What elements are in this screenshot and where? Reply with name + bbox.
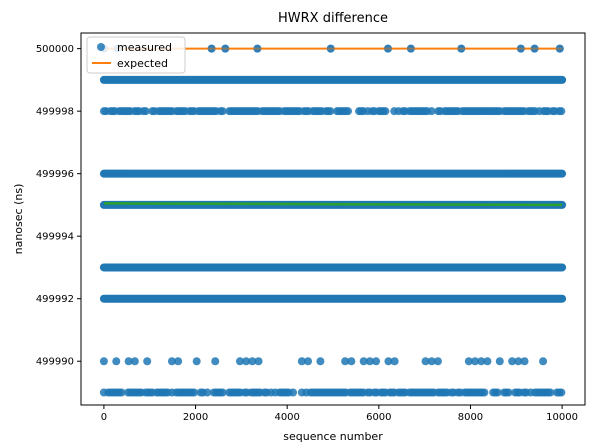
scatter-point — [495, 357, 504, 366]
scatter-point — [464, 357, 473, 366]
x-tick-label: 10000 — [546, 412, 578, 423]
scatter-point — [539, 357, 548, 366]
scatter-point — [427, 357, 436, 366]
scatter-band — [99, 388, 566, 397]
scatter-point — [141, 107, 150, 116]
scatter-band — [99, 357, 548, 366]
scatter-point — [406, 44, 415, 53]
scatter-point — [218, 388, 227, 397]
scatter-point — [359, 357, 368, 366]
legend-marker-measured — [97, 43, 105, 51]
scatter-point — [316, 357, 325, 366]
scatter-point — [99, 357, 108, 366]
scatter-point — [203, 388, 212, 397]
scatter-point — [520, 357, 529, 366]
x-tick-label: 2000 — [183, 412, 208, 423]
scatter-point — [304, 357, 313, 366]
scatter-point — [341, 357, 350, 366]
plot-frame — [80, 32, 586, 406]
y-tick-label: 499990 — [36, 357, 74, 368]
scatter-point — [514, 357, 523, 366]
scatter-point — [242, 357, 251, 366]
x-tick-label: 4000 — [274, 412, 299, 423]
y-tick-label: 499992 — [36, 294, 74, 305]
scatter-point — [143, 357, 152, 366]
scatter-point — [218, 107, 227, 116]
legend: measured expected — [86, 36, 186, 74]
scatter-point — [254, 357, 263, 366]
scatter-point — [326, 44, 335, 53]
x-tick-label: 6000 — [366, 412, 391, 423]
scatter-point — [192, 357, 201, 366]
scatter-point — [421, 357, 430, 366]
scatter-point — [530, 44, 539, 53]
scatter-point — [130, 357, 139, 366]
scatter-point — [390, 357, 399, 366]
scatter-point — [235, 357, 244, 366]
plot-marks — [99, 44, 567, 397]
scatter-point — [326, 107, 335, 116]
scatter-point — [427, 107, 436, 116]
scatter-point — [167, 357, 176, 366]
y-axis-label: nanosec (ns) — [12, 184, 25, 255]
chart-title: HWRX difference — [278, 11, 388, 26]
scatter-point — [289, 388, 298, 397]
scatter-point — [546, 388, 555, 397]
scatter-point — [211, 357, 220, 366]
legend-label-expected: expected — [117, 57, 168, 70]
scatter-point — [483, 357, 492, 366]
scatter-point — [344, 107, 353, 116]
scatter-point — [504, 388, 513, 397]
scatter-band — [99, 107, 566, 116]
scatter-point — [347, 357, 356, 366]
scatter-point — [471, 357, 480, 366]
y-tick-label: 499998 — [36, 107, 74, 118]
scatter-point — [383, 44, 392, 53]
scatter-point — [555, 44, 564, 53]
scatter-point — [174, 357, 183, 366]
scatter-point — [248, 357, 257, 366]
scatter-point — [221, 44, 230, 53]
y-tick-label: 500000 — [36, 44, 74, 55]
scatter-point — [112, 357, 121, 366]
scatter-point — [557, 107, 566, 116]
fit-line — [103, 202, 563, 207]
x-tick-label: 8000 — [458, 412, 483, 423]
scatter-point — [480, 388, 489, 397]
scatter-point — [207, 44, 216, 53]
scatter-point — [477, 357, 486, 366]
scatter-point — [516, 44, 525, 53]
scatter-point — [433, 357, 442, 366]
scatter-point — [365, 357, 374, 366]
scatter-point — [124, 357, 133, 366]
legend-box — [86, 36, 186, 74]
scatter-point — [190, 388, 199, 397]
scatter-point — [253, 44, 262, 53]
scatter-point — [372, 357, 381, 366]
scatter-point — [493, 388, 502, 397]
scatter-point — [297, 357, 306, 366]
y-tick-label: 499994 — [36, 232, 74, 243]
scatter-point — [457, 44, 466, 53]
x-axis-label: sequence number — [283, 430, 383, 443]
scatter-point — [508, 357, 517, 366]
y-tick-label: 499996 — [36, 169, 74, 180]
scatter-point — [117, 388, 126, 397]
x-tick-label: 0 — [101, 412, 107, 423]
scatter-point — [381, 107, 390, 116]
scatter-point — [557, 388, 566, 397]
scatter-point — [384, 357, 393, 366]
axes: 0 2000 4000 6000 8000 10000 499990 499992 499994… — [36, 44, 578, 423]
legend-label-measured: measured — [117, 41, 172, 54]
